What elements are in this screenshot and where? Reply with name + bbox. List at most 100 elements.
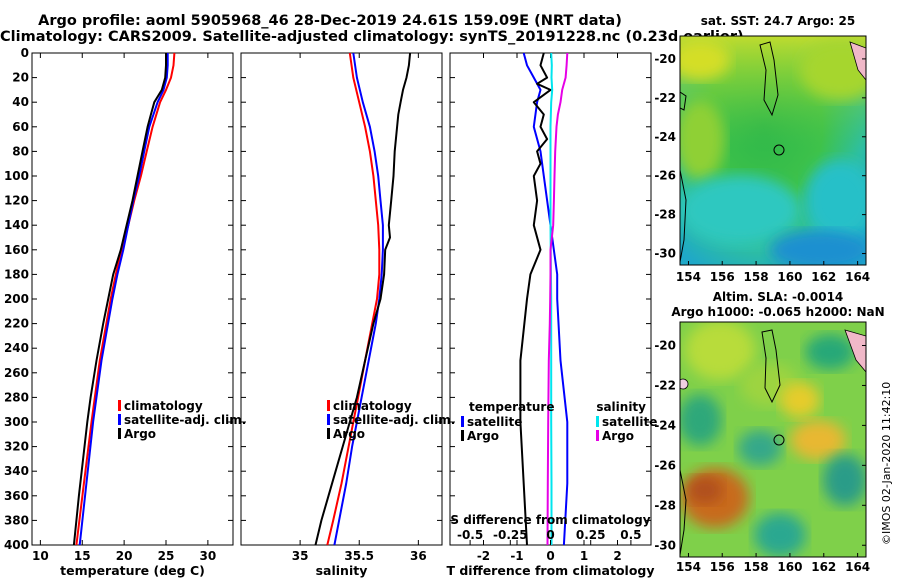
y-tick-label: 340: [4, 464, 29, 478]
map-lat-label: -28: [654, 208, 676, 222]
sla-map-title-1: Altim. SLA: -0.0014: [712, 290, 844, 304]
sst-map: [679, 35, 867, 266]
map-lat-label: -24: [654, 130, 676, 144]
s-diff-tick-label: -0.25: [493, 528, 528, 542]
y-tick-label: 80: [12, 144, 29, 158]
x-tick-label: 10: [32, 549, 49, 563]
x-tick-label: 25: [158, 549, 175, 563]
legend-swatch: [461, 416, 464, 427]
map-lon-label: 154: [676, 560, 701, 574]
y-tick-label: 400: [4, 538, 29, 552]
y-tick-label: 20: [12, 71, 29, 85]
map-lat-label: -30: [654, 247, 676, 261]
map-lon-label: 156: [710, 560, 735, 574]
y-tick-label: 0: [21, 46, 29, 60]
legend-swatch: [596, 430, 599, 441]
series-salinity-satellite: [549, 52, 554, 545]
legend-label: Argo: [467, 429, 499, 443]
s-diff-tick-label: 0: [546, 528, 554, 542]
legend-swatch: [596, 416, 599, 427]
y-tick-label: 160: [4, 243, 29, 257]
sla-map: [679, 321, 867, 558]
map-lon-label: 164: [845, 560, 870, 574]
series-satellite-adj-clim-: [333, 52, 384, 546]
y-tick-label: 280: [4, 390, 29, 404]
s-diff-axis-label: S difference from climatology: [450, 513, 650, 527]
map-lat-label: -20: [654, 52, 676, 66]
legend-label: satellite: [602, 415, 657, 429]
legend-swatch: [118, 428, 121, 439]
legend-label: climatology: [333, 399, 412, 413]
legend-label: Argo: [602, 429, 634, 443]
series-temperature-satellite: [522, 52, 569, 546]
y-tick-label: 40: [12, 95, 29, 109]
y-tick-label: 100: [4, 169, 29, 183]
title-line-1: Argo profile: aoml 5905968_46 28-Dec-201…: [38, 13, 622, 29]
map-lat-label: -22: [654, 378, 676, 392]
plot-frame: [31, 52, 234, 546]
x-tick-label: 35.5: [344, 549, 374, 563]
legend-swatch: [118, 400, 121, 411]
legend-label: climatology: [124, 399, 203, 413]
legend-title-salinity: salinity: [596, 400, 646, 414]
series-argo: [72, 53, 167, 546]
x-axis-label: T difference from climatology: [446, 563, 654, 578]
map-lon-label: 162: [811, 560, 836, 574]
x-tick-label: 0: [546, 549, 554, 563]
map-lon-label: 160: [777, 270, 802, 284]
legend-title-temperature: temperature: [469, 400, 554, 414]
y-tick-label: 380: [4, 513, 29, 527]
series-salinity-argo: [546, 52, 569, 546]
map-lon-label: 158: [744, 560, 769, 574]
y-tick-label: 120: [4, 194, 29, 208]
chart-salinity: 35 35.5 36 salinity climatologysatellite-adj…: [240, 52, 455, 578]
series-temperature-argo: [519, 52, 552, 546]
x-tick-label: 1: [580, 549, 588, 563]
x-tick-label: 30: [200, 549, 217, 563]
y-tick-label: 140: [4, 218, 29, 232]
legend-label: satellite: [467, 415, 522, 429]
x-tick-label: 15: [74, 549, 91, 563]
sla-map-title-2: Argo h1000: -0.065 h2000: NaN: [671, 305, 885, 319]
chart-differences: -2 -1 0 1 2T difference from climatology temp…: [446, 52, 657, 578]
s-diff-tick-label: 0.5: [620, 528, 641, 542]
legend-swatch: [327, 428, 330, 439]
series-climatology: [326, 52, 381, 546]
y-tick-label: 320: [4, 440, 29, 454]
map-lon-label: 162: [811, 270, 836, 284]
y-tick-label: 240: [4, 341, 29, 355]
y-tick-label: 200: [4, 292, 29, 306]
y-tick-label: 60: [12, 120, 29, 134]
map-lon-label: 164: [845, 270, 870, 284]
map-lon-label: 160: [777, 560, 802, 574]
chart-temperature: 0 20 40 60 80 100 120 140 160 180 200 220 240 260 280 3…: [4, 46, 246, 578]
map-lat-label: -24: [654, 418, 676, 432]
y-tick-label: 260: [4, 366, 29, 380]
map-lat-label: -26: [654, 169, 676, 183]
legend-swatch: [327, 400, 330, 411]
map-lon-label: 156: [710, 270, 735, 284]
map-lon-label: 158: [744, 270, 769, 284]
y-tick-label: 220: [4, 317, 29, 331]
sst-map-title: sat. SST: 24.7 Argo: 25: [700, 14, 856, 28]
legend-label: Argo: [333, 427, 365, 441]
series-climatology: [75, 52, 176, 546]
s-diff-tick-label: -0.5: [457, 528, 483, 542]
legend-label: satellite-adj. clim.: [333, 413, 455, 427]
map-lat-label: -26: [654, 458, 676, 472]
map-lat-label: -20: [654, 339, 676, 353]
series-argo: [314, 52, 412, 546]
x-axis-label: salinity: [316, 563, 368, 578]
title-line-2: Climatology: CARS2009. Satellite-adjuste…: [0, 29, 744, 45]
map-lat-label: -30: [654, 538, 676, 552]
map-lat-label: -22: [654, 91, 676, 105]
y-tick-label: 180: [4, 267, 29, 281]
series-satellite-adj-clim-: [78, 53, 169, 546]
x-tick-label: 35: [292, 549, 309, 563]
legend-swatch: [327, 414, 330, 425]
legend-label: satellite-adj. clim.: [124, 413, 246, 427]
y-tick-label: 300: [4, 415, 29, 429]
x-tick-label: 2: [613, 549, 621, 563]
x-axis-label: temperature (deg C): [60, 563, 205, 578]
